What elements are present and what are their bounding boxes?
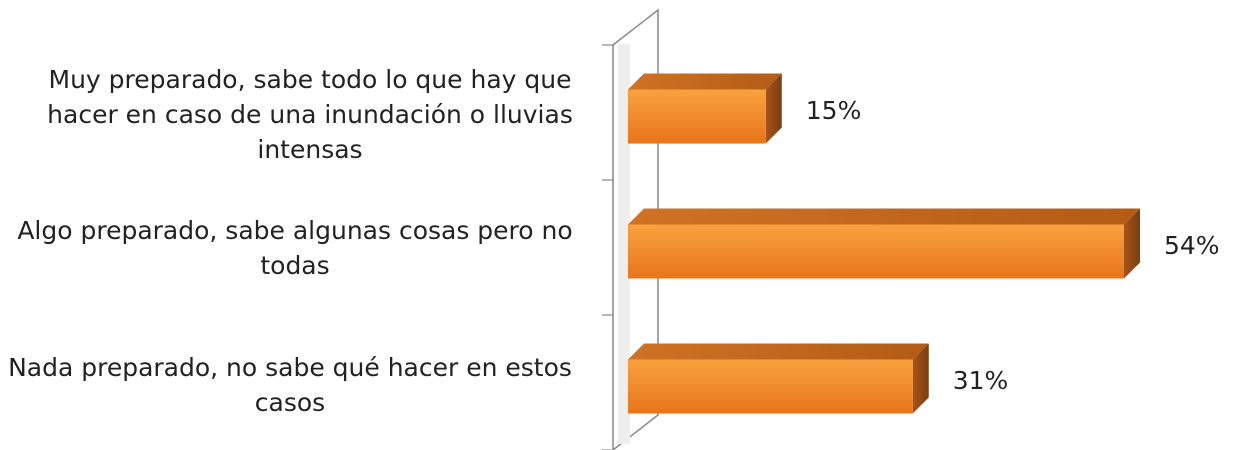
bar-top-face [628, 343, 929, 360]
bar [628, 89, 766, 144]
bars-group [628, 73, 1140, 414]
bar-value-label: 54% [1164, 230, 1220, 260]
bar [628, 224, 1124, 279]
category-label: Algo preparado, sabe algunas cosas pero … [17, 216, 573, 280]
bar-top-face [628, 208, 1140, 225]
bar-side-face [765, 73, 782, 144]
bar-value-label: 31% [952, 365, 1009, 395]
category-label: Nada preparado, no sabe qué hacer en est… [8, 353, 572, 417]
bar-side-face [912, 343, 929, 414]
bar [628, 359, 913, 414]
bar-top-face [628, 73, 782, 90]
bar-side-face [1124, 208, 1140, 279]
category-label: Muy preparado, sabe todo lo que hay que … [47, 65, 573, 164]
bar-value-label: 15% [805, 95, 862, 125]
wall-shade [618, 44, 630, 444]
